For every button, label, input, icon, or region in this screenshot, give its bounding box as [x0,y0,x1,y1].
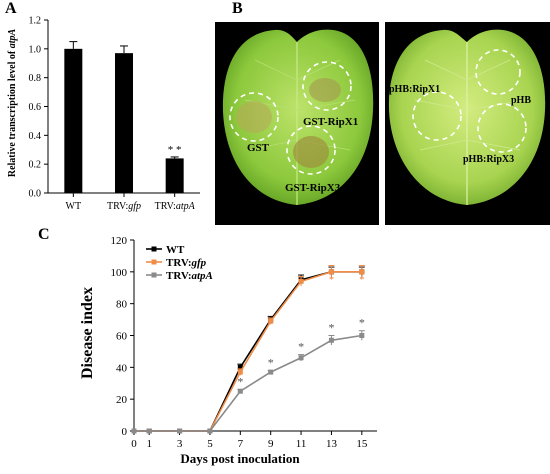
right-leaf-photo: pHB:RipX1 pHB pHB:RipX3 [385,22,550,225]
series-marker [298,355,304,361]
label-gst: GST [247,142,270,154]
line-chart-x-tick-label: 1 [146,438,152,450]
series-marker [359,333,365,338]
line-chart-x-tick-label: 0 [131,438,137,450]
line-chart-x-tick-label: 3 [177,438,183,450]
label-phb-ripx3: pHB:RipX3 [463,154,514,165]
line-chart-y-tick-label: 120 [111,235,128,247]
circle-gst-ripx3 [286,125,336,175]
legend-label: TRV:gfp [166,257,207,269]
bar-chart-y-tick-label: 0.0 [29,189,42,200]
series-marker [131,428,137,434]
bar [165,158,184,193]
bar-chart-x-tick-label: TRV:atpA [155,201,196,212]
spot-gst [236,101,272,133]
series-marker [237,388,243,394]
panel-label-b: B [232,0,243,17]
bar-chart-y-axis-label-italic: atpA [7,29,18,49]
legend-marker [151,272,157,278]
bar [115,53,133,194]
significance-asterisk: * [237,375,243,389]
bar [64,48,83,194]
label-phb: pHB [511,95,531,106]
spot-gst-ripx1 [309,78,341,102]
line-chart-x-tick-label: 15 [356,438,368,450]
series-marker [359,269,365,275]
line-chart-x-tick-label: 13 [326,438,338,450]
bar-chart-y-tick-label: 0.6 [29,102,42,113]
bar-chart-y-tick-label: 1.0 [29,44,42,55]
line-chart-x-tick-label: 11 [296,438,307,450]
bar-chart-x-tick-label: TRV:gfp [107,201,141,212]
circle-phb [475,49,521,95]
bar-chart-panel: * * 0.0 0.2 0.4 0.6 0.8 1.0 1.2 WT TRV:gfp TRV:at… [0,0,205,225]
legend-marker [151,246,157,252]
label-gst-ripx1: GST-RipX1 [303,116,358,128]
legend-marker [151,259,157,265]
series-line [134,334,362,432]
significance-asterisk: * [328,321,334,335]
line-chart-x-tick-label: 9 [268,438,274,450]
series-marker [268,318,274,324]
line-chart-x-tick-label: 5 [207,438,213,450]
upper-asterisk: * [359,275,364,286]
panel-label-c: C [38,226,50,243]
upper-asterisk: * [329,275,334,286]
label-phb-ripx1: pHB:RipX1 [389,84,440,95]
leaf-photos-panel: GST GST-RipX1 GST-RipX3 pHB:RipX1 pHB pH… [215,0,550,225]
line-chart-y-tick-label: 60 [116,331,128,343]
bar-significance-label: * * [168,144,182,156]
series-marker [177,428,183,434]
significance-asterisk: * [359,316,365,330]
bar-chart-y-axis-label-plain: Relative transcription level of [7,48,18,177]
bar-chart-y-axis-label: Relative transcription level of atpA [7,29,18,178]
line-chart-y-tick-label: 100 [111,267,128,279]
bar-chart: * * 0.0 0.2 0.4 0.6 0.8 1.0 1.2 WT TRV:gfp TRV:at… [7,16,200,212]
line-chart-y-axis-label: Disease index [79,287,96,379]
bar-chart-y-tick-label: 0.2 [29,160,42,171]
line-chart-y-tick-label: 40 [116,362,128,374]
left-leaf-veins [244,59,356,151]
series-marker [146,428,152,434]
bar-chart-y-tick-label: 0.4 [29,131,42,142]
panel-label-a: A [5,0,17,17]
spot-gst-ripx3 [293,136,329,168]
series-line [134,271,362,432]
bar-chart-y-tick-label: 1.2 [29,16,42,27]
series-marker [237,364,243,370]
line-chart-panel: 0 20 40 60 80 100 120 0 1 3 5 7 9 11 13 15 * * * * * * * WT TR… [0,225,550,469]
legend-label: WT [166,244,185,256]
series-marker [298,278,304,284]
line-chart-x-tick-label: 7 [238,438,244,450]
bar-chart-y-tick-label: 0.8 [29,73,42,84]
line-chart-x-axis-label: Days post inoculation [180,451,300,466]
circle-gst [229,92,279,142]
leaf-photos: GST GST-RipX1 GST-RipX3 pHB:RipX1 pHB pH… [215,22,550,225]
series-marker [328,337,334,343]
right-leaf-veins [414,59,526,151]
line-chart-y-tick-label: 80 [116,299,128,311]
significance-asterisk: * [298,340,304,354]
circle-gst-ripx1 [302,61,352,111]
bar-chart-x-tick-label: WT [66,201,82,212]
circle-phb-ripx3 [477,103,527,153]
line-chart-y-tick-label: 0 [122,426,128,438]
legend-label: TRV:atpA [166,270,213,282]
series-marker [268,369,274,375]
series-marker [328,269,334,275]
series-marker [207,428,213,434]
label-gst-ripx3: GST-RipX3 [285,182,341,194]
line-chart-y-tick-label: 20 [116,394,128,406]
series-line [134,271,362,432]
circle-phb-ripx1 [412,91,462,141]
left-leaf-photo: GST GST-RipX1 GST-RipX3 [215,22,379,225]
significance-asterisk: * [268,356,274,370]
left-leaf [222,29,374,206]
series-marker [237,369,243,375]
